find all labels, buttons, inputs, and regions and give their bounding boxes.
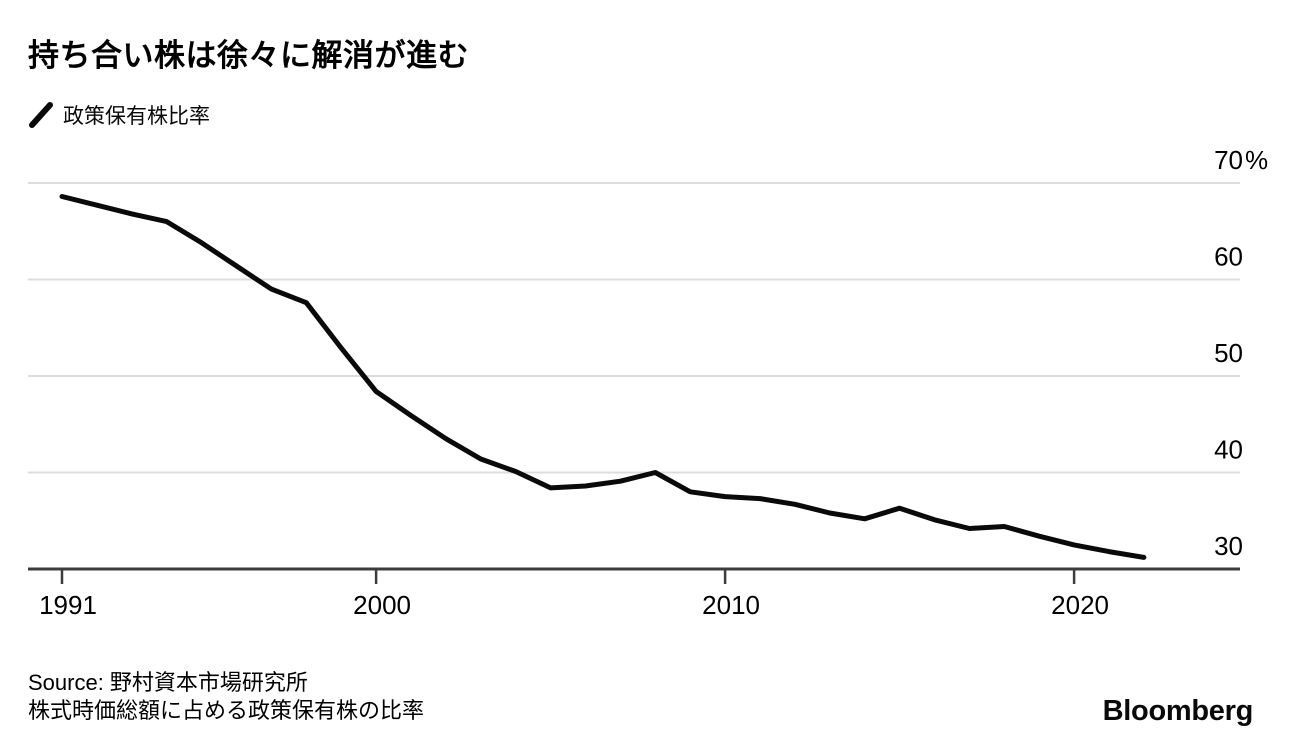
legend: 政策保有株比率	[28, 99, 210, 131]
y-axis-label: 40	[1214, 435, 1243, 465]
source-description: 株式時価総額に占める政策保有株の比率	[28, 698, 425, 723]
legend-label: 政策保有株比率	[63, 105, 210, 128]
source-line: Source: 野村資本市場研究所	[28, 670, 308, 695]
source-note: Source: 野村資本市場研究所 株式時価総額に占める政策保有株の比率	[28, 669, 424, 725]
y-axis-label: 60	[1214, 242, 1243, 272]
x-axis-label: 2010	[702, 590, 760, 620]
y-axis-label: 70	[1214, 145, 1243, 175]
line-series-icon	[29, 102, 53, 128]
y-axis-label: 30	[1214, 531, 1243, 561]
bloomberg-logo: Bloomberg	[1102, 695, 1254, 727]
chart-title: 持ち合い株は徐々に解消が進む	[28, 38, 469, 73]
y-axis-label: 50	[1214, 338, 1243, 368]
x-axis-label: 2000	[353, 590, 411, 620]
data-line	[59, 194, 1147, 560]
x-axis-label: 2020	[1051, 590, 1109, 620]
x-axis-label: 1991	[39, 590, 97, 620]
y-axis-unit: %	[1245, 145, 1268, 175]
